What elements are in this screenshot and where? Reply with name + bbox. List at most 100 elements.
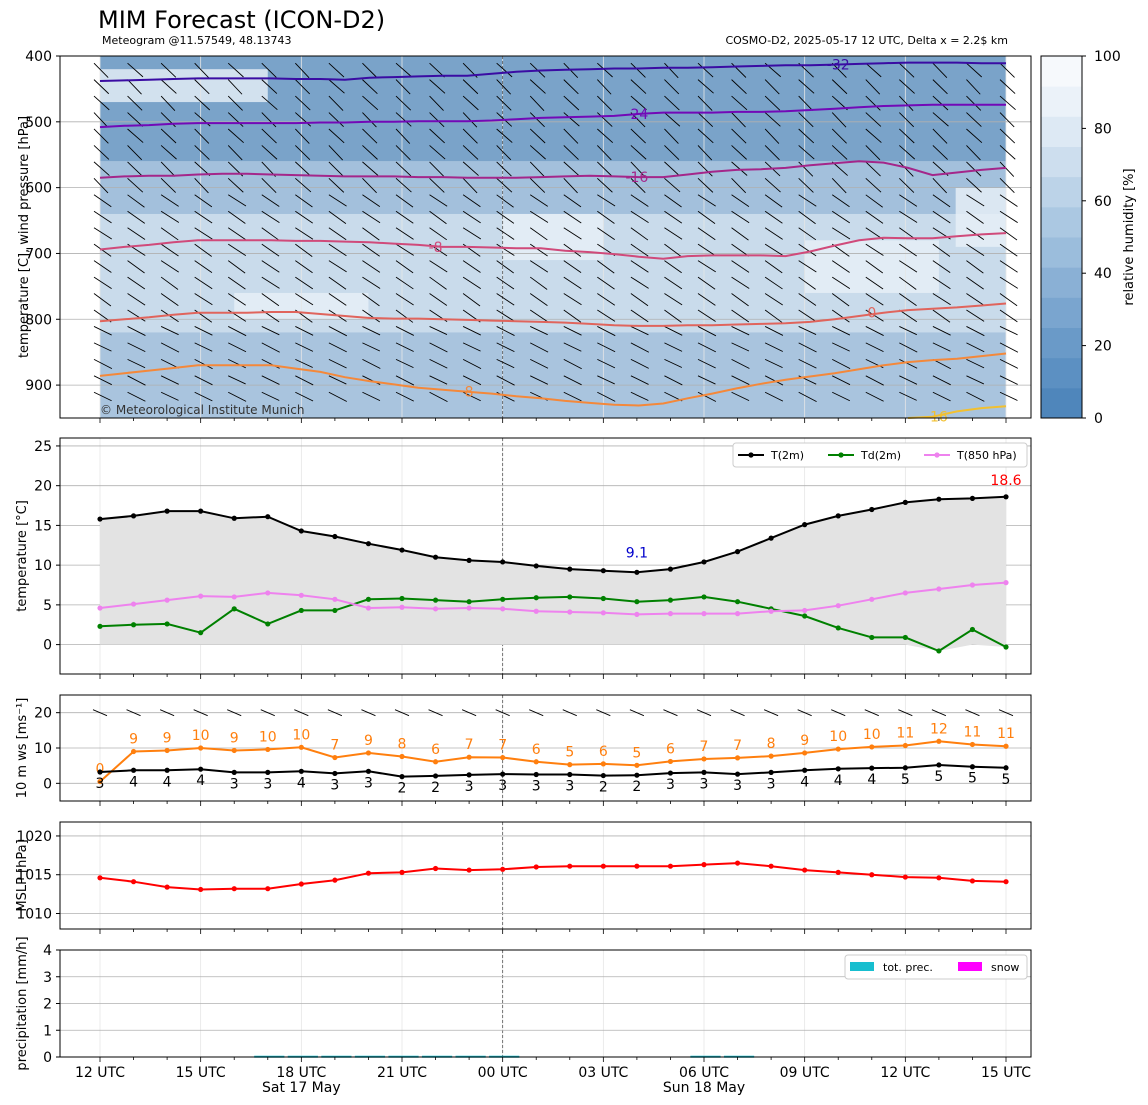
series-point [298,528,304,534]
wind-barb [664,227,683,240]
wind-barb [932,178,948,194]
series-point [97,605,103,611]
wind-barb [764,178,781,193]
series-point [969,764,976,770]
wind-value-label: 7 [465,737,474,753]
wind-barb [932,112,949,127]
series-point [130,879,137,885]
wind-barb [999,391,1018,401]
precip-legend [844,954,1028,980]
series-point [265,769,271,775]
wind-barb [160,95,176,112]
wind-barb [295,260,313,274]
wind-barb [664,293,683,306]
wind-barb [899,178,915,193]
wind-barb [295,375,314,386]
wind-barb [529,112,545,128]
wind-barb [764,358,783,369]
wind-barb [731,293,749,307]
colorbar-segment [1041,327,1082,359]
wind-barb [194,326,213,336]
time-tick-label: 09 UTC [780,1065,830,1081]
wind-barb [597,309,616,322]
series-point [701,594,707,600]
wind-barb [496,145,512,161]
wind-barb [261,375,280,385]
wind-barb [429,178,445,193]
series-point [600,595,606,602]
wind-barb [563,293,582,306]
wind-barb [831,260,850,273]
wind-barb [664,243,682,257]
wind-barb [865,210,884,224]
series-point [533,759,539,765]
time-tick-label: 15 UTC [176,1065,226,1081]
series-point [198,593,204,599]
wind-barb [194,243,212,257]
wind-barb [261,128,277,144]
series-point [164,767,170,773]
wind-barb [798,145,815,160]
wind-barb [697,326,717,337]
wind-barb [194,293,213,306]
series-point [634,569,640,575]
wind-value-label: 7 [498,738,507,754]
isotherm-label: -16 [625,170,648,186]
wind-barb [999,62,1015,78]
wind-barb [764,79,780,95]
series-point [399,604,405,610]
temp-tick-label: 25 [34,439,52,455]
wind-barb [227,276,246,290]
wind-barb [328,62,345,78]
wind-value-label: 10 [863,727,881,743]
upper-tick-label: 700 [25,246,52,262]
wind-barbs [93,62,1019,403]
colorbar-tick-label: 20 [1094,339,1112,355]
wind-barb [764,227,783,240]
wind-barb [630,210,649,224]
wind-barb [462,276,481,289]
wind-barb [966,342,985,353]
wind-barb [496,128,513,143]
wind-barb [93,342,112,352]
series-point [432,606,439,612]
time-tick-label: 06 UTC [679,1065,729,1081]
wind-barb [865,95,881,111]
series-point [365,596,372,602]
series-point [768,753,774,759]
wind-barb [563,112,580,127]
wind-barb [832,326,851,336]
wind-barb [932,95,949,111]
colorbar-tick-label: 40 [1094,266,1112,282]
wind-value-label: 6 [532,742,541,758]
series-point [399,595,405,602]
wind-barb [798,112,814,128]
wind-tick-label: 10 [34,741,52,757]
wind-barb [966,391,985,402]
series-point [869,634,875,641]
series-point [802,613,808,619]
wind-barb [362,326,381,336]
wind-barb [328,293,347,306]
wind-barb [831,227,851,240]
wind-barb [932,293,951,306]
wind-barb [496,326,515,336]
wind-barb [966,62,983,78]
series-point [399,774,405,780]
series-point [869,744,875,750]
wind-value-label: 5 [901,772,910,788]
wind-barb [563,342,582,352]
wind-barb [462,145,479,160]
series-point [533,608,539,614]
wind-barb [328,391,347,402]
wind-barb [798,260,817,273]
wind-barb [731,194,750,208]
series-point [432,773,439,779]
wind-barb [194,227,213,240]
surface-wind-barb [965,709,980,717]
surface-wind-barb [294,709,309,717]
wind-barb [899,309,918,323]
wind-barb [932,326,951,336]
wind-value-label: 3 [330,777,339,793]
wind-barb [731,243,750,257]
